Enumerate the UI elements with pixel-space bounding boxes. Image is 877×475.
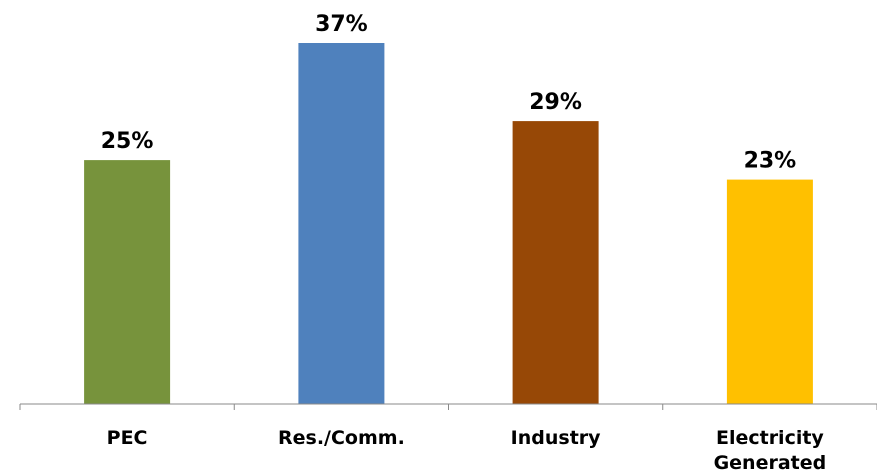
category-label-3: Industry bbox=[511, 427, 601, 449]
category-label-line: PEC bbox=[107, 427, 148, 449]
x-axis-ticks bbox=[19, 404, 877, 410]
data-label-2: 37% bbox=[315, 12, 368, 37]
value-labels-group: 25% 37% 29% 23% bbox=[101, 12, 796, 174]
bar-4 bbox=[726, 179, 813, 404]
category-label-line: Industry bbox=[511, 427, 601, 449]
data-label-3: 29% bbox=[529, 90, 582, 115]
category-label-line: Res./Comm. bbox=[278, 427, 405, 449]
bars-group bbox=[84, 43, 813, 404]
category-label-2: Res./Comm. bbox=[278, 427, 405, 449]
data-label-4: 23% bbox=[744, 149, 797, 174]
category-label-1: PEC bbox=[107, 427, 148, 449]
data-label-1: 25% bbox=[101, 129, 154, 154]
category-label-line: Generated bbox=[714, 452, 827, 474]
category-label-line: Electricity bbox=[716, 427, 824, 449]
category-labels-group: PEC Res./Comm. Industry Electricity Generate… bbox=[107, 427, 827, 474]
bar-1 bbox=[84, 160, 171, 404]
category-label-4: Electricity Generated bbox=[714, 427, 827, 474]
bar-3 bbox=[512, 121, 599, 404]
bar-2 bbox=[298, 43, 385, 404]
